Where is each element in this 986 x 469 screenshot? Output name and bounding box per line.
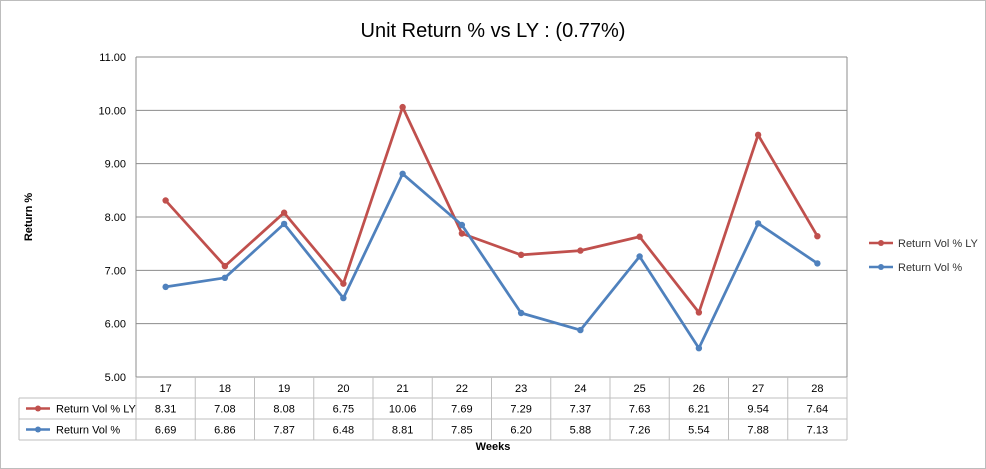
series-line [165, 172, 819, 350]
data-point [280, 220, 288, 228]
data-point [162, 197, 169, 204]
data-point [399, 103, 406, 111]
y-tick-label: 6.00 [105, 319, 126, 331]
table-cell-value: 7.85 [451, 425, 472, 437]
gridlines [135, 56, 848, 378]
data-point [754, 220, 762, 227]
series-lines [162, 103, 821, 352]
table-cell-value: 7.64 [807, 404, 828, 416]
x-tick-label: 26 [693, 383, 705, 395]
x-axis-title: Weeks [476, 441, 511, 453]
table-cell-value: 7.87 [273, 425, 294, 437]
table-cell-value: 8.31 [155, 404, 176, 416]
x-tick-label: 19 [278, 383, 290, 395]
table-cell-value: 9.54 [747, 404, 768, 416]
y-tick-label: 11.00 [99, 52, 126, 64]
data-point [695, 345, 703, 352]
data-point [340, 280, 347, 287]
legend: Return Vol % LY Return Vol % [869, 238, 979, 274]
data-point [636, 253, 643, 260]
y-tick-label: 7.00 [105, 265, 126, 277]
table-cell-value: 6.75 [333, 404, 354, 416]
series-line [164, 105, 819, 314]
y-axis-ticks: 5.00 6.00 7.00 8.00 9.00 10.00 11.00 [98, 52, 126, 384]
table-cell-value: 7.37 [570, 404, 591, 416]
data-point [695, 309, 703, 316]
data-point [636, 233, 643, 240]
y-axis-title: Return % [23, 193, 35, 242]
data-point [458, 230, 466, 237]
table-legend-key-marker [35, 405, 41, 412]
table-cell-value: 8.08 [273, 404, 294, 416]
data-point [577, 326, 584, 334]
data-point [340, 294, 347, 302]
table-cell-value: 7.29 [510, 404, 531, 416]
data-point [458, 221, 466, 229]
data-point [754, 131, 762, 139]
x-tick-label: 22 [456, 383, 468, 395]
table-cell-value: 10.06 [389, 404, 417, 416]
table-cell-value: 6.21 [688, 404, 709, 416]
table-cell-value: 5.88 [570, 425, 591, 437]
x-tick-label: 27 [752, 383, 764, 395]
data-table: 17 18 19 20 21 22 23 24 25 26 27 28 Return Vol % LY 8… [18, 377, 848, 441]
x-tick-label: 20 [337, 383, 349, 395]
y-tick-label: 10.00 [98, 105, 126, 117]
legend-entry: Return Vol % LY [898, 238, 979, 250]
data-point [577, 247, 584, 254]
x-tick-label: 17 [160, 383, 172, 395]
data-point [814, 233, 821, 240]
data-point [517, 251, 525, 259]
chart-title: Unit Return % vs LY : (0.77%) [361, 20, 626, 42]
data-point [162, 283, 169, 291]
table-series-name: Return Vol % LY [56, 404, 137, 416]
data-point [221, 274, 229, 281]
table-cell-value: 8.81 [392, 425, 413, 437]
table-cell-value: 7.88 [747, 425, 768, 437]
table-series-name: Return Vol % [56, 425, 120, 437]
table-cell-value: 5.54 [688, 425, 709, 437]
table-cell-value: 6.86 [214, 425, 235, 437]
data-point [221, 262, 229, 270]
table-cell-value: 7.08 [214, 404, 235, 416]
table-cell-value: 7.69 [451, 404, 472, 416]
y-tick-label: 9.00 [105, 159, 126, 171]
y-tick-label: 5.00 [105, 372, 126, 384]
x-tick-label: 18 [219, 383, 231, 395]
x-tick-label: 21 [397, 383, 409, 395]
data-point [399, 170, 406, 177]
x-tick-label: 25 [634, 383, 646, 395]
x-tick-label: 28 [811, 383, 823, 395]
legend-entry: Return Vol % [898, 262, 962, 274]
table-legend-key-marker [35, 426, 41, 433]
table-cell-value: 6.48 [333, 425, 354, 437]
data-point [280, 209, 288, 216]
table-cell-value: 6.69 [155, 425, 176, 437]
legend-key-marker [878, 240, 884, 246]
table-cell-value: 6.20 [510, 425, 531, 437]
legend-key-marker [878, 264, 884, 270]
data-point [814, 260, 821, 267]
x-tick-label: 23 [515, 383, 527, 395]
data-point [517, 309, 525, 317]
table-cell-value: 7.63 [629, 404, 650, 416]
table-cell-value: 7.13 [807, 425, 828, 437]
x-tick-label: 24 [574, 383, 586, 395]
y-tick-label: 8.00 [105, 212, 126, 224]
table-cell-value: 7.26 [629, 425, 650, 437]
